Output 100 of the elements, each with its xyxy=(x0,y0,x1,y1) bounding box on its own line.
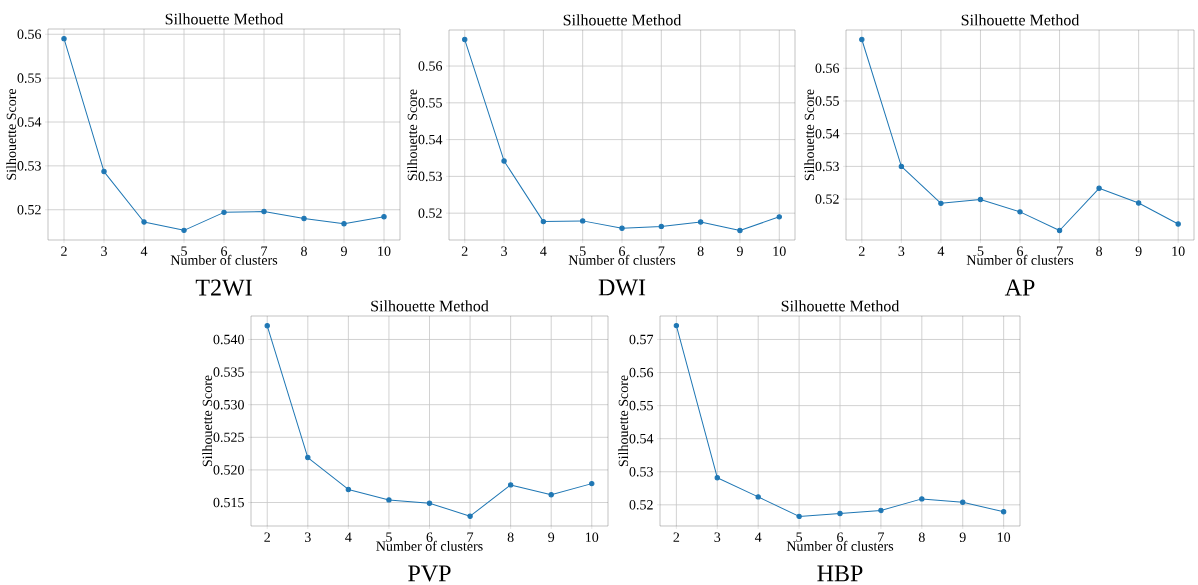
x-tick-label: 10 xyxy=(378,246,391,257)
point xyxy=(501,158,507,164)
x-tick-label: 10 xyxy=(1172,246,1185,257)
text: HBP xyxy=(817,565,863,582)
y-tick-label: 0.52 xyxy=(629,500,653,510)
point xyxy=(426,500,433,506)
point xyxy=(467,513,473,519)
chart-title: Silhouette Method xyxy=(371,300,489,312)
x-tick-label: 3 xyxy=(898,246,905,256)
point xyxy=(345,486,352,493)
x-tick-label: 6 xyxy=(1017,246,1024,256)
x-tick-label: 8 xyxy=(1096,246,1103,257)
chart-title: Silhouette Method xyxy=(961,14,1080,26)
x-tick-label: 7 xyxy=(467,532,474,542)
point xyxy=(898,163,905,170)
x-axis-title: Number of clusters xyxy=(966,254,1074,265)
point xyxy=(859,36,865,43)
x-tick-label: 3 xyxy=(714,532,721,542)
x-tick-label: 8 xyxy=(301,246,307,257)
x-axis-title: Number of clusters xyxy=(170,254,278,265)
y-tick-label: 0.54 xyxy=(815,128,840,139)
x-tick-label: 6 xyxy=(426,532,433,542)
y-tick-label: 0.57 xyxy=(629,334,654,345)
x-tick-label: 9 xyxy=(959,532,966,542)
x-tick-label: 2 xyxy=(673,532,680,542)
point xyxy=(737,227,743,234)
y-tick-label: 0.515 xyxy=(213,497,244,508)
point xyxy=(589,480,595,487)
x-tick-label: 4 xyxy=(540,246,547,256)
chart-title: Silhouette Method xyxy=(781,300,900,312)
text: T2WI xyxy=(195,279,252,296)
point xyxy=(673,322,680,329)
y-tick-label: 0.56 xyxy=(418,61,443,71)
x-tick-label: 6 xyxy=(837,532,844,542)
x-tick-label: 6 xyxy=(221,246,228,256)
point xyxy=(977,196,984,203)
point xyxy=(381,214,387,220)
y-axis-title: Silhouette Score xyxy=(407,89,418,181)
point xyxy=(264,323,270,329)
y-tick-label: 0.520 xyxy=(213,465,244,475)
y-tick-label: 0.535 xyxy=(213,367,244,377)
x-tick-label: 8 xyxy=(697,246,704,257)
x-tick-label: 10 xyxy=(773,246,786,257)
point xyxy=(1056,227,1063,234)
point xyxy=(61,35,67,42)
point xyxy=(579,218,586,224)
x-tick-label: 5 xyxy=(977,246,984,256)
point xyxy=(181,227,187,234)
text: PVP xyxy=(408,565,451,582)
point xyxy=(1135,200,1142,206)
y-tick-label: 0.54 xyxy=(418,134,443,145)
x-tick-label: 2 xyxy=(264,532,270,542)
point xyxy=(305,454,311,461)
x-tick-label: 4 xyxy=(937,246,945,256)
x-tick-label: 3 xyxy=(304,532,311,542)
x-tick-label: 3 xyxy=(101,246,107,256)
y-tick-label: 0.54 xyxy=(17,117,42,127)
y-tick-label: 0.525 xyxy=(213,432,244,443)
x-tick-label: 4 xyxy=(140,246,148,256)
x-axis-title: Number of clusters xyxy=(568,254,676,265)
x-tick-label: 7 xyxy=(1056,246,1063,256)
x-tick-label: 9 xyxy=(1135,246,1142,256)
point xyxy=(462,36,468,43)
x-tick-label: 9 xyxy=(340,246,347,256)
x-tick-label: 6 xyxy=(619,246,626,256)
y-tick-label: 0.540 xyxy=(213,334,244,345)
point xyxy=(619,225,625,231)
point xyxy=(714,475,720,481)
point xyxy=(755,494,761,500)
y-tick-label: 0.52 xyxy=(17,205,41,215)
x-tick-label: 10 xyxy=(586,532,599,543)
x-tick-label: 2 xyxy=(858,246,865,256)
y-axis-title: Silhouette Score xyxy=(202,375,213,467)
x-tick-label: 7 xyxy=(878,532,885,542)
point xyxy=(341,221,347,227)
x-tick-label: 5 xyxy=(580,246,586,256)
point xyxy=(919,496,925,502)
x-tick-label: 4 xyxy=(754,532,762,542)
point xyxy=(960,499,966,505)
y-tick-label: 0.55 xyxy=(629,400,653,411)
point xyxy=(938,200,944,207)
point xyxy=(697,219,704,225)
x-tick-label: 5 xyxy=(181,246,187,256)
x-tick-label: 5 xyxy=(796,532,803,542)
y-tick-label: 0.55 xyxy=(815,96,839,106)
x-tick-label: 5 xyxy=(386,532,392,542)
text: DWI xyxy=(598,279,646,296)
x-axis-title: Number of clusters xyxy=(786,540,894,551)
x-tick-label: 8 xyxy=(507,532,514,543)
y-tick-label: 0.53 xyxy=(17,161,41,171)
y-tick-label: 0.56 xyxy=(629,367,654,378)
point xyxy=(1000,509,1007,515)
y-tick-label: 0.56 xyxy=(17,29,42,40)
point xyxy=(1175,221,1181,227)
y-axis-title: Silhouette Score xyxy=(6,88,17,180)
point xyxy=(837,510,843,517)
y-axis-title: Silhouette Score xyxy=(804,89,815,181)
point xyxy=(548,492,554,498)
y-tick-label: 0.54 xyxy=(629,433,654,444)
point xyxy=(658,223,665,230)
